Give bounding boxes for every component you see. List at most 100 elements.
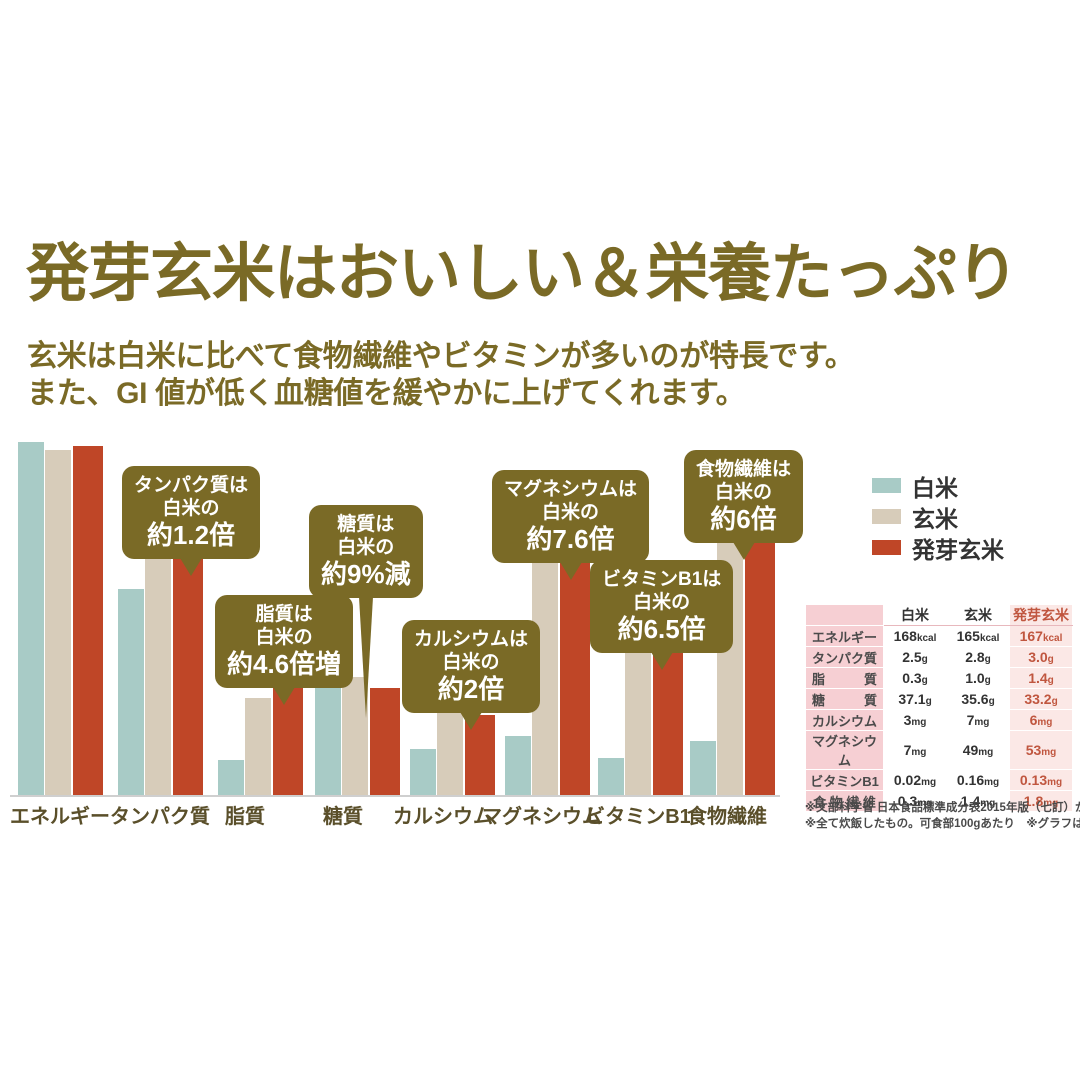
table-cell-unit: g (921, 675, 928, 686)
table-row-label: タンパク質 (805, 646, 884, 668)
callout-value: 約1.2倍 (146, 520, 236, 550)
table-row-label: マグネシウム (805, 730, 884, 770)
table-cell: 167kcal (1009, 625, 1073, 647)
table-row: 糖 質 37.1g 35.6g 33.2g (805, 688, 1073, 710)
table-row: タンパク質 2.5g 2.8g 3.0g (805, 646, 1073, 668)
table-header-row: 白米 玄米 発芽玄米 (805, 604, 1073, 626)
table-cell-unit: g (1047, 675, 1054, 686)
table-cell-unit: kcal (1042, 633, 1063, 644)
bar (437, 707, 463, 795)
callout-value: 約2倍 (437, 674, 505, 704)
subtitle-line-2: また、GI 値が低く血糖値を緩やかに上げてくれます。 (27, 377, 746, 410)
bar (690, 741, 716, 795)
table-cell: 168kcal (883, 625, 947, 647)
x-axis-label: マグネシウム (482, 806, 602, 828)
table-cell: 7mg (883, 730, 947, 770)
legend-swatch-germinated-brown-rice (872, 540, 901, 555)
callout-pointer-icon (559, 562, 582, 580)
table-row-label: 食 物 繊 維 (805, 790, 884, 812)
bar (73, 446, 103, 795)
legend-swatch-white-rice (872, 478, 901, 493)
bar (505, 736, 531, 795)
callout-pointer-icon (273, 687, 296, 705)
table-cell: 0.13mg (1009, 769, 1073, 791)
chart-callout: マグネシウムは 白米の 約7.6倍 (492, 470, 650, 580)
bar (218, 760, 244, 795)
page-title: 発芽玄米はおいしい＆栄養たっぷり (26, 239, 1019, 309)
chart-callout: 食物繊維は 白米の 約6倍 (684, 450, 804, 560)
bar (410, 749, 436, 795)
legend-label-germinated-brown-rice: 発芽玄米 (912, 536, 1004, 563)
table-cell-unit: mg (917, 798, 933, 809)
table-cell: 49mg (946, 730, 1010, 770)
table-cell: 0.3g (883, 667, 947, 689)
table-cell-unit: g (1051, 696, 1058, 707)
table-body: エネルギー 168kcal 165kcal 167kcal タンパク質 2.5g 2.8g 3… (805, 625, 1073, 812)
bar (145, 552, 171, 795)
table-row-label: エネルギー (805, 625, 884, 647)
table-row: マグネシウム 7mg 49mg 53mg (805, 730, 1073, 770)
bar (45, 450, 71, 795)
table-cell-unit: mg (1041, 747, 1057, 758)
callout-line-2: 白米の (633, 592, 691, 613)
callout-value: 約6倍 (710, 504, 777, 534)
table-cell-unit: mg (911, 747, 927, 758)
table-cell-unit: kcal (979, 633, 1000, 644)
table-row-label: 糖 質 (805, 688, 884, 710)
table-cell: 1.4g (1009, 667, 1073, 689)
bar (245, 698, 271, 795)
table-cell: 165kcal (946, 625, 1010, 647)
table-row: 食 物 繊 維 0.3mg 1.4mg 1.8mg (805, 790, 1073, 812)
table-cell: 2.8g (946, 646, 1010, 668)
callout-line-1: マグネシウムは (504, 479, 638, 500)
legend-item-brown-rice: 玄米 (872, 501, 1004, 532)
nutrition-table-wrapper: 白米 玄米 発芽玄米 エネルギー 168kcal 165kcal 167kcal タンパ… (805, 604, 1073, 812)
table-cell-unit: mg (984, 777, 1000, 788)
table-cell: 2.5g (883, 646, 947, 668)
x-axis-label: カルシウム (393, 806, 493, 828)
callout-pointer-icon (732, 542, 755, 560)
subtitle-line-1: 玄米は白米に比べて食物繊維やビタミンが多いのが特長です。 (27, 340, 855, 373)
bar (370, 688, 400, 795)
table-row-label: カルシウム (805, 709, 884, 731)
table-cell: 3mg (883, 709, 947, 731)
callout-line-2: 白米の (255, 627, 313, 648)
legend-label-white-rice: 白米 (912, 474, 958, 501)
table-cell-unit: g (925, 696, 932, 707)
table-cell: 6mg (1009, 709, 1073, 731)
x-axis-label: 食物繊維 (687, 806, 767, 828)
callout-pointer-icon (358, 597, 373, 718)
source-notes: ※文部科学省 日本食品標準成分表2015年版（七訂）から抜粋。 ※全て炊飯したも… (805, 800, 1080, 832)
table-cell-unit: mg (1047, 777, 1063, 788)
table-cell-unit: g (988, 696, 995, 707)
table-cell: 1.0g (946, 667, 1010, 689)
bar (315, 669, 341, 795)
x-axis-label: 脂質 (225, 806, 265, 828)
callout-line-1: 糖質は (337, 514, 395, 535)
table-cell-unit: mg (1043, 798, 1059, 809)
x-axis-label: エネルギー (10, 806, 110, 828)
callout-line-1: 脂質は (255, 604, 313, 625)
chart-baseline (10, 795, 780, 797)
callout-line-1: 食物繊維は (696, 459, 792, 480)
callout-value: 約4.6倍増 (227, 649, 342, 679)
callout-line-2: 白米の (715, 482, 773, 503)
table-cell: 7mg (946, 709, 1010, 731)
table-cell: 0.3mg (883, 790, 947, 812)
nutrition-table: 白米 玄米 発芽玄米 エネルギー 168kcal 165kcal 167kcal タンパ… (805, 604, 1073, 812)
table-row: ビタミンB1 0.02mg 0.16mg 0.13mg (805, 769, 1073, 791)
table-cell-unit: mg (1037, 717, 1053, 728)
table-cell: 0.02mg (883, 769, 947, 791)
table-header-brown-rice: 玄米 (946, 604, 1010, 626)
chart-callout: 脂質は 白米の 約4.6倍増 (215, 595, 354, 705)
x-axis-label: ビタミンB1 (585, 806, 691, 828)
chart-callout: ビタミンB1は 白米の 約6.5倍 (590, 560, 734, 670)
callout-pointer-icon (650, 652, 673, 670)
source-note-2: ※全て炊飯したもの。可食部100gあたり ※グラフはイメージです。 (805, 818, 1080, 830)
table-cell: 37.1g (883, 688, 947, 710)
table-header-white-rice: 白米 (883, 604, 947, 626)
table-row-label: ビタミンB1 (805, 769, 884, 791)
table-cell-unit: kcal (916, 633, 937, 644)
bar (598, 758, 624, 795)
